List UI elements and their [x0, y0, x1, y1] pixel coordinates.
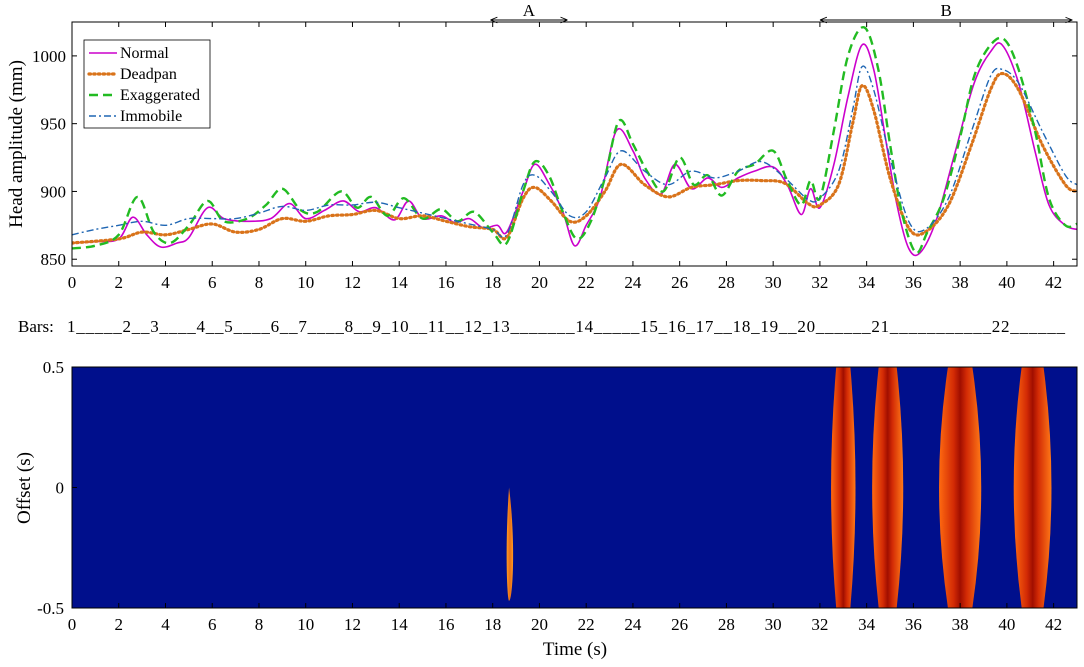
x-tick-label: 20 [531, 273, 548, 292]
x-tick-label: 2 [114, 615, 123, 634]
y-tick-label: 900 [41, 182, 67, 201]
x-tick-label: 16 [437, 273, 454, 292]
x-tick-label: 10 [297, 273, 314, 292]
x-tick-label: 16 [437, 615, 454, 634]
x-tick-label: 0 [68, 615, 77, 634]
x-tick-label: 10 [297, 615, 314, 634]
y-tick-label: 850 [41, 250, 67, 269]
series-line-immobile [72, 65, 1077, 239]
x-tick-label: 18 [484, 615, 501, 634]
heatmap-blob [1013, 367, 1052, 608]
head-amplitude-chart: 0 2 4 6 8 10 12 14 16 18 20 22 24 26 28 30 32 34 36 38 40 42 … [6, 1, 1078, 292]
x-tick-label: 28 [718, 615, 735, 634]
x-tick-label: 40 [998, 615, 1015, 634]
x-tick-label: 0 [68, 273, 77, 292]
x-tick-label: 36 [905, 615, 922, 634]
top-y-axis-label: Head amplitude (mm) [6, 60, 27, 228]
x-tick-label: 38 [952, 615, 969, 634]
heatmap-blob [831, 367, 856, 608]
x-tick-label: 24 [624, 273, 642, 292]
x-tick-label: 36 [905, 273, 922, 292]
series-lines [72, 26, 1077, 257]
x-tick-label: 8 [255, 615, 264, 634]
bars-sequence: 1_____2__3____4__5____6__7____8__9_10__1… [67, 317, 1066, 336]
x-tick-label: 2 [114, 273, 123, 292]
x-tick-label: 34 [858, 615, 876, 634]
x-tick-label: 32 [811, 273, 828, 292]
bottom-y-axis-label: Offset (s) [14, 452, 35, 524]
x-axis-label: Time (s) [543, 639, 607, 660]
series-line-deadpan [72, 71, 1077, 245]
heatmap-blob [872, 367, 904, 608]
x-tick-label: 26 [671, 615, 688, 634]
legend-box [83, 39, 211, 129]
x-tick-label: 34 [858, 273, 876, 292]
y-tick-label: -0.5 [37, 599, 64, 618]
y-tick-label: 950 [41, 115, 67, 134]
x-tick-label: 22 [578, 273, 595, 292]
x-tick-label: 26 [671, 273, 688, 292]
legend-label-normal: Normal [120, 45, 169, 62]
bottom-y-ticks: 0.5 0 -0.5 [37, 358, 77, 618]
x-tick-label: 8 [255, 273, 264, 292]
annotation-label-a: A [523, 1, 536, 20]
x-tick-label: 6 [208, 273, 217, 292]
heatmap-blobs [506, 367, 1052, 608]
x-tick-label: 4 [161, 615, 170, 634]
offset-heatmap: 0 2 4 6 8 10 12 14 16 18 20 22 24 26 28 30 32 34 36 38 40 42 … [14, 358, 1078, 660]
top-plot-frame [71, 21, 1078, 267]
top-x-ticks: 0 2 4 6 8 10 12 14 16 18 20 22 24 26 28 30 32 34 36 38 40 42 [68, 22, 1062, 292]
y-tick-label: 0.5 [43, 358, 64, 377]
heatmap-blob [506, 487, 514, 601]
x-tick-label: 22 [578, 615, 595, 634]
heatmap-blob [939, 367, 982, 608]
bottom-x-ticks: 0 2 4 6 8 10 12 14 16 18 20 22 24 26 28 30 32 34 36 38 40 42 [68, 603, 1062, 634]
series-line-normal [72, 42, 1077, 257]
x-tick-label: 38 [952, 273, 969, 292]
x-tick-label: 42 [1045, 273, 1062, 292]
x-tick-label: 14 [391, 615, 409, 634]
x-tick-label: 12 [344, 273, 361, 292]
legend: Normal Deadpan Exaggerated Immobile [83, 39, 211, 129]
x-tick-label: 12 [344, 615, 361, 634]
x-tick-label: 30 [765, 615, 782, 634]
x-tick-label: 28 [718, 273, 735, 292]
legend-label-exaggerated: Exaggerated [120, 87, 200, 104]
x-tick-label: 42 [1045, 615, 1062, 634]
x-tick-label: 4 [161, 273, 170, 292]
bars-label: Bars: [18, 317, 54, 336]
x-tick-label: 32 [811, 615, 828, 634]
legend-label-immobile: Immobile [120, 108, 182, 125]
x-tick-label: 18 [484, 273, 501, 292]
y-tick-label: 0 [56, 479, 65, 498]
top-y-ticks: 850 900 950 1000 [32, 47, 1077, 269]
series-line-exaggerated [72, 26, 1077, 255]
x-tick-label: 40 [998, 273, 1015, 292]
x-tick-label: 30 [765, 273, 782, 292]
legend-label-deadpan: Deadpan [120, 66, 177, 83]
annotation-label-b: B [940, 1, 951, 20]
x-tick-label: 20 [531, 615, 548, 634]
heatmap-background [72, 367, 1077, 608]
y-tick-label: 1000 [32, 47, 66, 66]
x-tick-label: 6 [208, 615, 217, 634]
x-tick-label: 14 [391, 273, 409, 292]
x-tick-label: 24 [624, 615, 642, 634]
